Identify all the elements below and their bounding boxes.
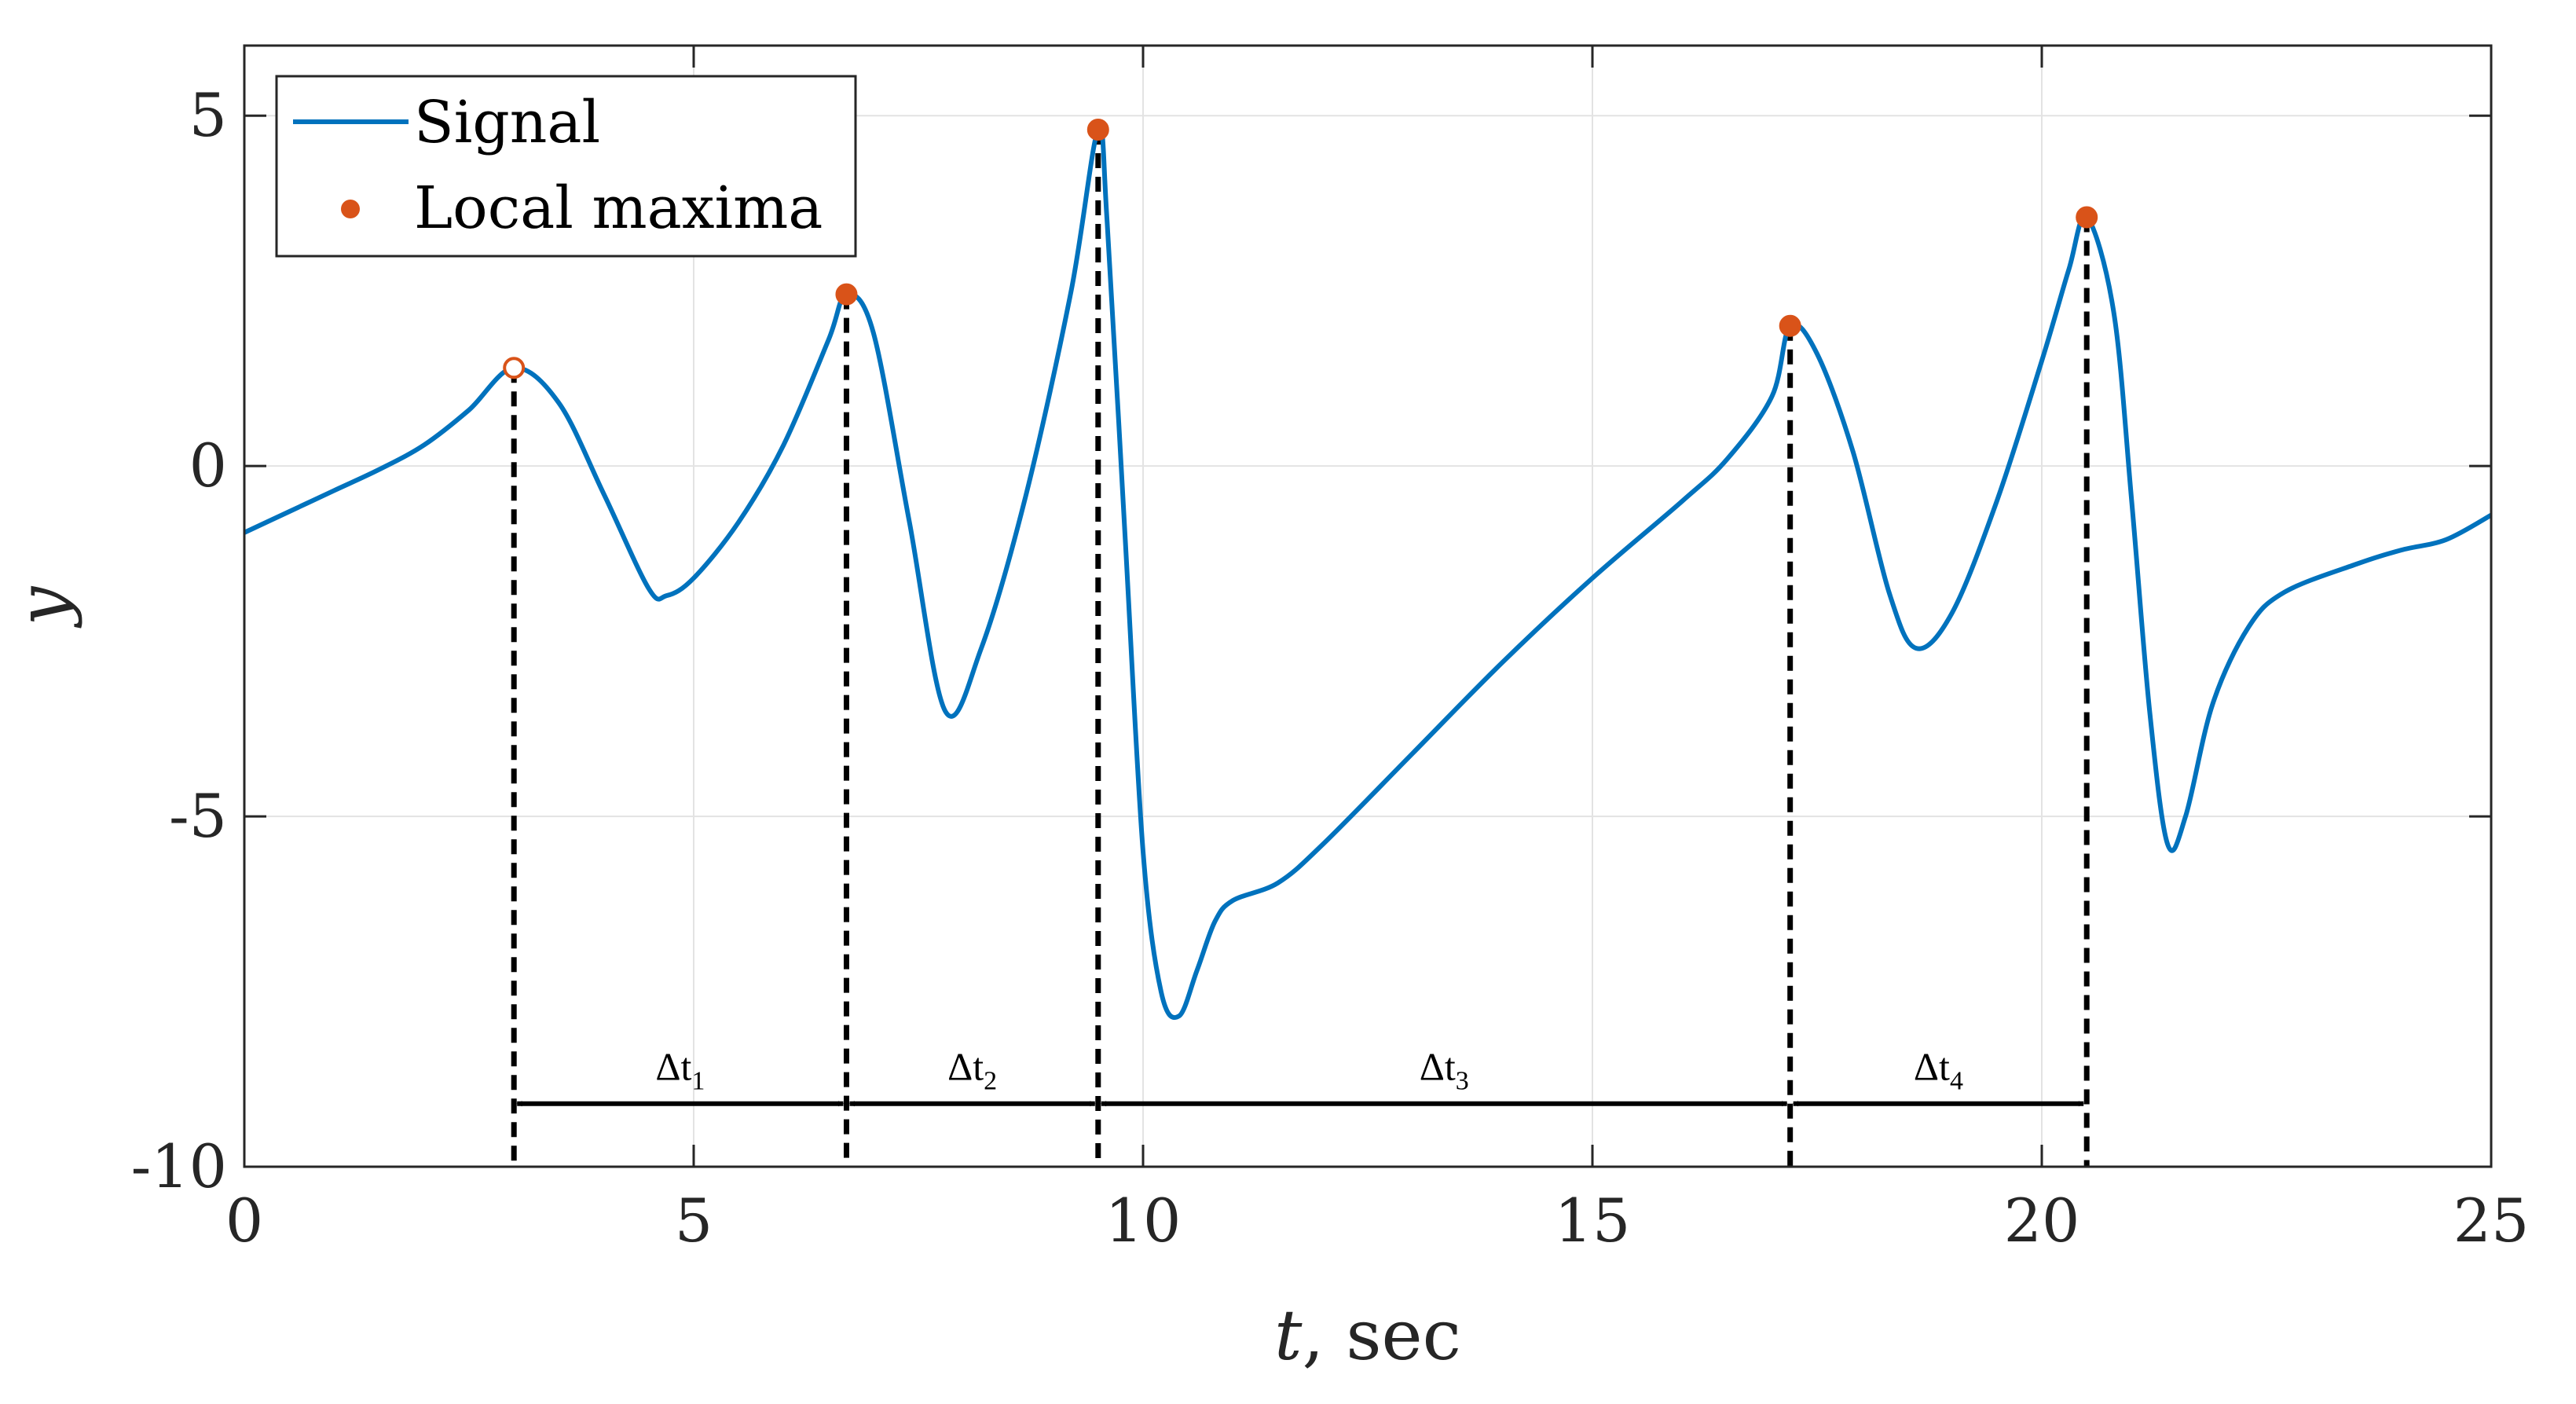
local-maximum-marker [503, 357, 526, 379]
local-maximum-marker [1779, 314, 1801, 337]
local-maximum-marker [1086, 119, 1109, 141]
x-tick-label: 15 [1555, 1186, 1631, 1256]
y-tick-label: -10 [131, 1131, 227, 1201]
signal-line [243, 125, 2493, 1021]
legend: Signal Local maxima [275, 75, 857, 258]
interval-label: Δt2 [947, 1045, 997, 1096]
x-tick-label: 0 [225, 1186, 263, 1256]
legend-maxima-label: Local maxima [414, 174, 823, 242]
interval-annotations: Δt1 Δt2 Δt3 Δt4 [511, 130, 2090, 1167]
legend-maxima-swatch [341, 200, 360, 218]
y-tick-label: 0 [189, 431, 227, 500]
x-tick-label: 25 [2453, 1186, 2530, 1256]
x-tick-label: 10 [1105, 1186, 1182, 1256]
plot-area-frame [243, 44, 2493, 1168]
x-axis-variable: t [1274, 1295, 1303, 1376]
x-tick-label: 5 [675, 1186, 713, 1256]
legend-box [275, 75, 857, 258]
x-axis-unit: , sec [1302, 1295, 1460, 1376]
local-maximum-marker [2076, 206, 2098, 229]
interval-label: Δt3 [1420, 1045, 1469, 1096]
interval-label: Δt1 [655, 1045, 705, 1096]
axis-ticks: 0 5 10 15 20 25 -10 -5 0 5 [131, 46, 2530, 1256]
y-axis-title: y [2, 585, 83, 629]
signal-series [243, 125, 2493, 1021]
legend-signal-label: Signal [414, 89, 600, 156]
local-maximum-marker [835, 283, 858, 306]
y-tick-label: 5 [189, 80, 227, 150]
x-axis-title: t, sec [1274, 1295, 1461, 1376]
x-tick-label: 20 [2004, 1186, 2080, 1256]
y-tick-label: -5 [169, 781, 227, 851]
interval-label: Δt4 [1914, 1045, 1963, 1096]
local-maxima-markers [503, 119, 2098, 379]
